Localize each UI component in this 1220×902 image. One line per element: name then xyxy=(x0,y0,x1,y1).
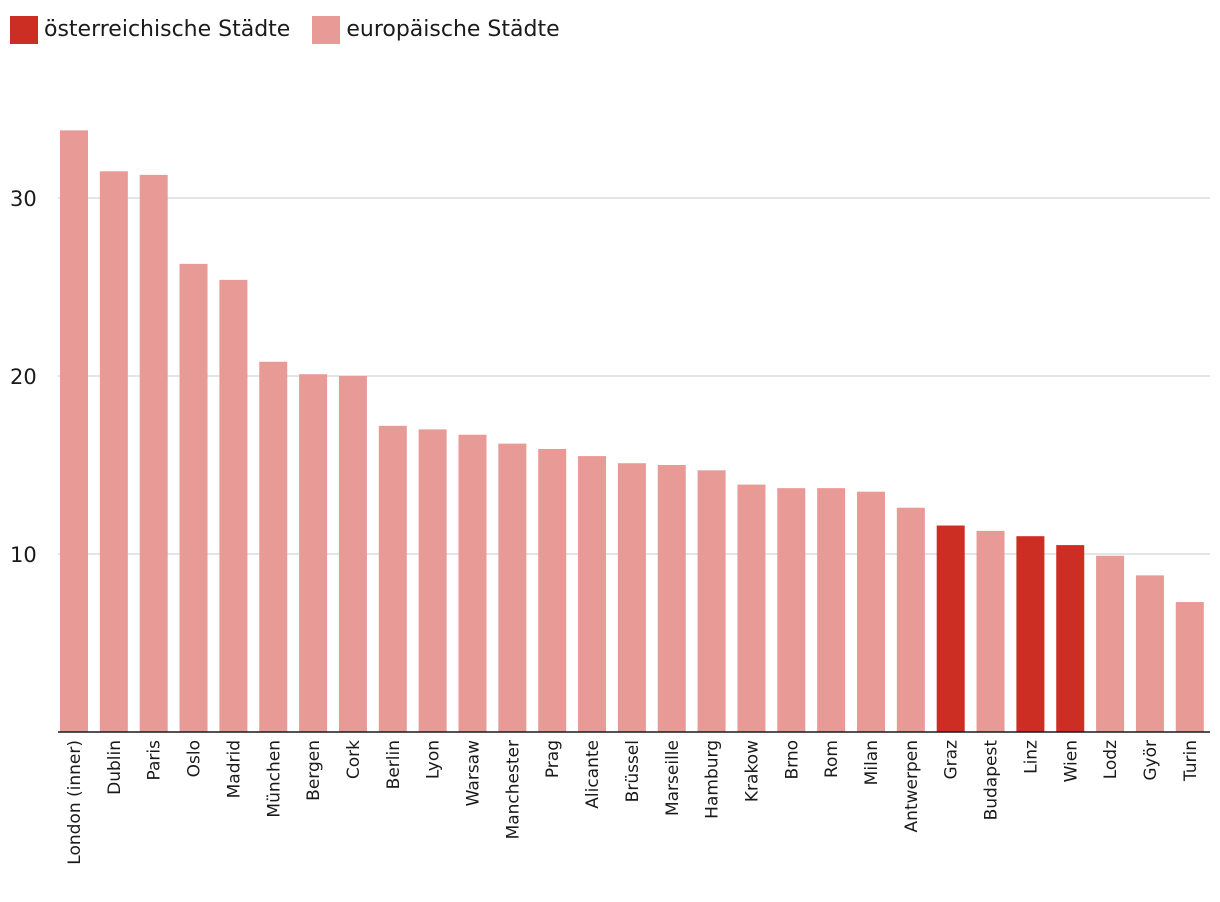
bar-linz xyxy=(1016,536,1045,732)
x-tick-label-19: Rom xyxy=(822,740,842,778)
x-tick-label-27: Györ xyxy=(1141,740,1161,781)
bar-brüssel xyxy=(617,463,646,732)
y-tick-label-20: 20 xyxy=(10,365,37,389)
x-tick-label-3: Oslo xyxy=(185,740,205,777)
bar-berlin xyxy=(378,425,407,732)
x-tick-label-6: Bergen xyxy=(304,740,324,801)
x-tick-label-7: Cork xyxy=(344,740,364,779)
bar-rom xyxy=(817,488,846,732)
bar-budapest xyxy=(976,530,1005,732)
x-tick-label-10: Warsaw xyxy=(464,740,484,806)
x-tick-label-17: Krakow xyxy=(742,740,762,802)
bar-marseille xyxy=(657,465,686,732)
x-tick-label-0: London (inner) xyxy=(65,740,85,865)
bar-antwerpen xyxy=(896,507,925,732)
bar-krakow xyxy=(737,484,766,732)
axes: 10 20 30 xyxy=(10,187,1210,733)
x-tick-label-18: Brno xyxy=(782,740,802,780)
bar-warsaw xyxy=(458,434,487,732)
bars xyxy=(60,130,1204,733)
x-tick-label-20: Milan xyxy=(862,740,882,785)
bar-graz xyxy=(936,525,965,732)
x-tick-label-23: Budapest xyxy=(982,740,1002,821)
bar-dublin xyxy=(99,171,128,733)
legend-label-austrian: österreichische Städte xyxy=(44,17,291,42)
bar-madrid xyxy=(219,279,248,732)
bar-milan xyxy=(857,491,885,732)
bar-manchester xyxy=(498,443,527,732)
bar-prag xyxy=(538,448,567,732)
legend-swatch-european xyxy=(312,16,341,44)
bar-cork xyxy=(338,376,367,732)
x-tick-label-2: Paris xyxy=(145,740,165,781)
bar-münchen xyxy=(259,361,288,732)
x-tick-label-4: Madrid xyxy=(224,740,244,798)
x-tick-label-26: Lodz xyxy=(1101,740,1121,779)
x-tick-label-11: Manchester xyxy=(503,740,523,839)
y-tick-label-10: 10 xyxy=(10,543,37,567)
bar-turin xyxy=(1175,602,1204,732)
x-tick-label-21: Antwerpen xyxy=(902,740,922,832)
x-tick-label-16: Hamburg xyxy=(703,740,723,819)
bar-alicante xyxy=(578,456,607,732)
bar-brno xyxy=(777,488,806,732)
bar-lyon xyxy=(418,429,447,732)
legend: österreichische Städte europäische Städt… xyxy=(10,14,560,46)
legend-item-european: europäische Städte xyxy=(312,14,560,46)
bar-györ xyxy=(1135,575,1164,732)
x-tick-label-22: Graz xyxy=(942,740,962,780)
bar-wien xyxy=(1056,545,1085,732)
bar-lodz xyxy=(1096,555,1125,732)
bar-london-inner- xyxy=(60,130,88,733)
x-tick-label-9: Lyon xyxy=(424,740,444,779)
y-tick-label-30: 30 xyxy=(10,187,37,211)
x-tick-label-12: Prag xyxy=(543,740,563,778)
bar-hamburg xyxy=(697,470,726,732)
legend-swatch-austrian xyxy=(10,16,38,44)
x-tick-label-1: Dublin xyxy=(105,740,125,795)
category-labels: London (inner) Dublin Paris Oslo Madrid Münch… xyxy=(65,740,1201,865)
x-tick-label-13: Alicante xyxy=(583,740,603,809)
bar-oslo xyxy=(179,263,208,732)
x-tick-label-5: München xyxy=(264,740,284,818)
bar-bergen xyxy=(299,374,328,732)
x-tick-label-14: Brüssel xyxy=(623,740,643,802)
x-tick-label-24: Linz xyxy=(1021,740,1041,774)
bar-paris xyxy=(139,174,168,733)
legend-item-austrian: österreichische Städte xyxy=(10,14,290,46)
x-tick-label-15: Marseille xyxy=(663,740,683,816)
x-tick-label-8: Berlin xyxy=(384,740,404,789)
legend-label-european: europäische Städte xyxy=(346,17,560,42)
x-tick-label-28: Turin xyxy=(1181,740,1201,782)
x-tick-label-25: Wien xyxy=(1061,740,1081,782)
